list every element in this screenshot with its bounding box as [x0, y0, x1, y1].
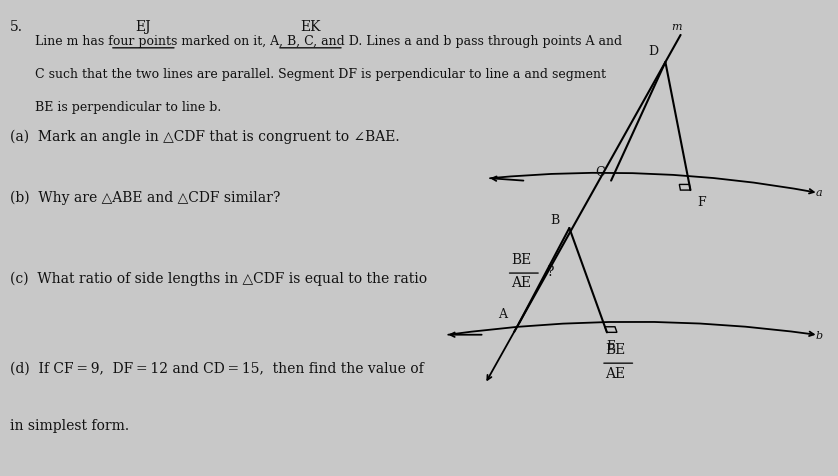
Text: m: m — [671, 22, 681, 32]
Text: a: a — [815, 188, 822, 198]
Text: F: F — [697, 196, 706, 208]
Text: b: b — [815, 330, 823, 340]
Text: in simplest form.: in simplest form. — [10, 418, 129, 432]
Text: C: C — [595, 166, 604, 179]
Text: (b)  Why are △ABE and △CDF similar?: (b) Why are △ABE and △CDF similar? — [10, 191, 280, 205]
Text: BE: BE — [605, 342, 625, 357]
Text: BE: BE — [511, 252, 531, 267]
Text: EK: EK — [300, 20, 321, 34]
Text: ?: ? — [546, 264, 554, 278]
Text: (a)  Mark an angle in △CDF that is congruent to ∠BAE.: (a) Mark an angle in △CDF that is congru… — [10, 129, 400, 144]
Text: AE: AE — [605, 366, 625, 380]
Text: BE is perpendicular to line b.: BE is perpendicular to line b. — [35, 101, 221, 114]
Text: Line m has four points marked on it, A, B, C, and D. Lines a and b pass through : Line m has four points marked on it, A, … — [35, 35, 622, 48]
Text: A: A — [498, 308, 507, 321]
Text: C such that the two lines are parallel. Segment DF is perpendicular to line a an: C such that the two lines are parallel. … — [35, 68, 606, 80]
Text: (d)  If CF = 9,  DF = 12 and CD = 15,  then find the value of: (d) If CF = 9, DF = 12 and CD = 15, then… — [10, 361, 423, 375]
Text: EJ: EJ — [136, 20, 151, 34]
Text: D: D — [649, 45, 659, 58]
Text: 5.: 5. — [10, 20, 23, 34]
Text: (c)  What ratio of side lengths in △CDF is equal to the ratio: (c) What ratio of side lengths in △CDF i… — [10, 271, 427, 286]
Text: AE: AE — [511, 276, 531, 290]
Text: B: B — [550, 213, 559, 226]
Text: E: E — [607, 340, 616, 353]
